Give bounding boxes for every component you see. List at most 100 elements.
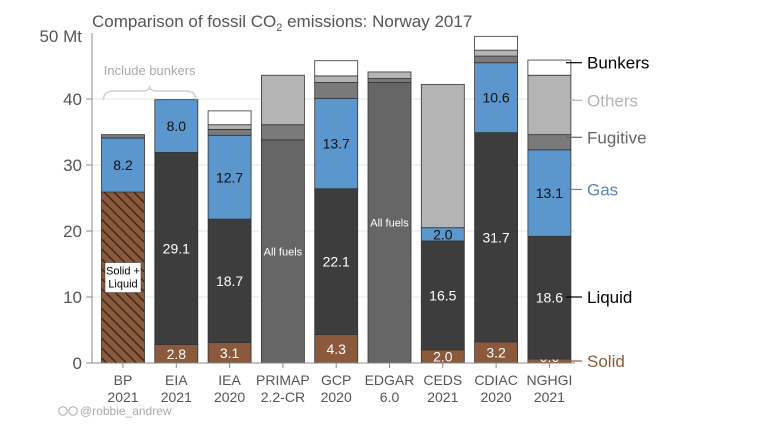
bar-segment-gas xyxy=(207,134,252,220)
legend-entry: Others xyxy=(587,91,638,110)
x-tick-label: BP xyxy=(114,372,133,388)
title-prefix: Comparison of fossil CO xyxy=(92,12,276,31)
credit: @robbie_andrew xyxy=(58,404,172,418)
bar-segment-bunkers xyxy=(314,60,359,77)
y-tick-label: 30 xyxy=(63,156,82,175)
segment-label: Solid + xyxy=(106,266,140,278)
bracket-shape xyxy=(102,86,197,100)
segment-label: 2.0 xyxy=(433,226,453,242)
bar-segment-others xyxy=(420,84,465,229)
bar-segment-others xyxy=(260,74,305,126)
segment-label: All fuels xyxy=(264,246,303,258)
bar-segment-fugitive xyxy=(260,124,305,141)
x-tick-label: EIA xyxy=(165,372,188,388)
segment-label: 18.7 xyxy=(216,273,243,289)
segment-label: 22.1 xyxy=(323,254,350,270)
bar-segment-gas xyxy=(314,97,359,190)
bar-segment-others xyxy=(527,74,572,136)
bar-segment-liquid xyxy=(474,132,519,343)
x-tick-label-line2: 2021 xyxy=(427,389,458,405)
x-tick-label-line2: 2021 xyxy=(161,389,192,405)
segment-label: 16.5 xyxy=(429,287,456,303)
bar-segment-liquid xyxy=(207,218,252,343)
bar-segment-gas xyxy=(101,137,145,193)
x-tick-label: CEDS xyxy=(423,372,462,388)
legend-entry: Liquid xyxy=(587,288,632,307)
y-unit-label: 50 Mt xyxy=(39,27,82,46)
legend: Bunkers Others Fugitive Gas Liquid Solid xyxy=(566,54,649,371)
bar-segment-fugitive xyxy=(474,55,519,64)
legend-entry: Bunkers xyxy=(587,54,649,73)
y-tick-label: 40 xyxy=(63,90,82,109)
bar-segment-solid xyxy=(314,334,359,364)
legend-entry: Fugitive xyxy=(587,128,647,147)
y-tick-label: 20 xyxy=(63,222,82,241)
cc-icon xyxy=(58,406,68,416)
bar-segment-bunkers xyxy=(474,35,519,51)
segment-label: 31.7 xyxy=(482,229,509,245)
y-tick-label: 0 xyxy=(73,354,82,373)
bar-segment-others xyxy=(207,124,252,130)
segment-label: 10.6 xyxy=(482,90,509,106)
bar-segment-fugitive xyxy=(207,128,252,136)
bar-segment-gas xyxy=(154,99,199,153)
x-tick-label: EDGAR xyxy=(365,372,415,388)
segment-label: 2.8 xyxy=(167,346,187,362)
segment-label: 13.7 xyxy=(323,136,350,152)
x-tick-label: CDIAC xyxy=(474,372,518,388)
bar-segment-fugitive xyxy=(367,78,412,83)
bracket-annotation: Include bunkers xyxy=(102,63,197,100)
bar-segment-allfuels_dark xyxy=(367,82,412,364)
bar-segment-others xyxy=(314,75,359,83)
segment-label: 8.2 xyxy=(113,157,133,173)
bar-segment-liquid xyxy=(420,240,465,351)
credit-text: @robbie_andrew xyxy=(80,404,172,418)
axes: 010203040BP2021EIA2021IEA2020PRIMAP2.2-C… xyxy=(63,33,575,405)
bar-segment-fugitive xyxy=(314,82,359,99)
segment-label: 2.0 xyxy=(433,348,453,364)
bar-segment-gas xyxy=(527,149,572,237)
bar-segment-bunkers xyxy=(207,110,252,126)
x-tick-label-line2: 2020 xyxy=(214,389,245,405)
bracket-label: Include bunkers xyxy=(104,63,196,78)
x-tick-label-line2: 2021 xyxy=(534,389,565,405)
title-subscript: 2 xyxy=(276,22,282,34)
x-tick-label: IEA xyxy=(218,372,241,388)
bar-segment-liquid xyxy=(527,235,572,360)
bar-segment-liquid xyxy=(314,188,359,336)
legend-entry: Gas xyxy=(587,180,618,199)
x-tick-label-line2: 2.2-CR xyxy=(261,389,305,405)
x-tick-label-line2: 6.0 xyxy=(380,389,400,405)
segment-label: 3.1 xyxy=(220,345,240,361)
segment-label: 12.7 xyxy=(216,169,243,185)
segment-label: 4.3 xyxy=(326,341,346,357)
title-suffix: emissions: Norway 2017 xyxy=(282,12,472,31)
bar-segment-fugitive xyxy=(101,134,145,139)
bar-segment-others xyxy=(474,49,519,57)
bar-segment-liquid xyxy=(154,152,199,345)
x-tick-label-line2: 2020 xyxy=(321,389,352,405)
bar-segment-fugitive xyxy=(527,134,572,151)
segment-label: 18.6 xyxy=(536,290,563,306)
by-icon xyxy=(68,406,78,416)
segment-label: Liquid xyxy=(108,279,137,291)
x-tick-label-line2: 2020 xyxy=(481,389,512,405)
y-tick-label: 10 xyxy=(63,288,82,307)
segment-label: 8.0 xyxy=(167,118,187,134)
bar-segment-others xyxy=(367,71,412,79)
bar-segment-gas xyxy=(474,62,519,134)
bar-segment-bunkers xyxy=(527,59,572,76)
x-tick-label: PRIMAP xyxy=(256,372,310,388)
segment-label: All fuels xyxy=(370,218,409,230)
chart-title: Comparison of fossil CO2 emissions: Norw… xyxy=(92,12,472,34)
segment-label: 3.2 xyxy=(486,344,506,360)
x-tick-label: GCP xyxy=(321,372,351,388)
segment-label-box xyxy=(104,262,142,293)
bars: Solid +Liquid 8.2 2.8 29.1 8.0 3.1 18.7 12.7 All… xyxy=(101,35,572,365)
x-tick-label: NGHGI xyxy=(526,372,572,388)
segment-label: 13.1 xyxy=(536,185,563,201)
x-tick-label-line2: 2021 xyxy=(107,389,138,405)
segment-label: 29.1 xyxy=(163,241,190,257)
legend-entry: Solid xyxy=(587,352,625,371)
